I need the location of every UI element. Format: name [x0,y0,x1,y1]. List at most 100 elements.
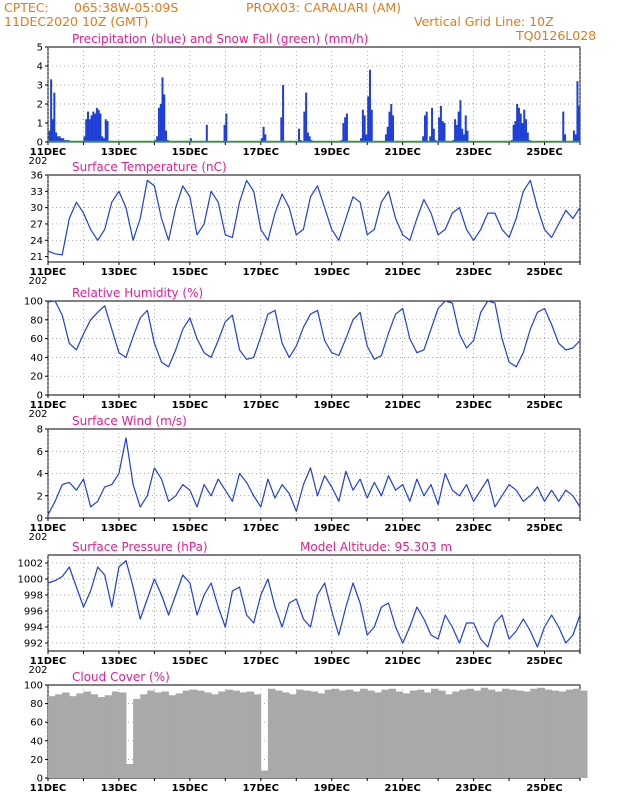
y-tick-label: 20 [30,372,43,383]
x-tick-label: 19DEC [314,267,350,278]
cloud-cover-bar [204,692,212,778]
y-tick-label: 8 [37,425,43,436]
x-tick-label: 21DEC [384,656,420,667]
cloud-cover-bar [473,690,482,778]
panel-annotation: Model Altitude: 95.303 m [300,540,452,554]
precip-bar [53,92,56,142]
y-tick-label: 0 [37,774,43,785]
cloud-cover-bar [445,694,453,778]
precip-bar [423,115,426,142]
x-tick-label: 17DEC [243,783,279,794]
cloud-cover-bar [480,687,489,778]
precip-bar [305,92,308,142]
precip-bar [361,109,364,142]
y-tick-label: 60 [30,718,43,729]
cloud-cover-bar [211,694,219,778]
y-tick-label: 2 [37,491,43,502]
x-tick-label: 23DEC [455,147,491,158]
precip-bar [55,132,58,142]
precip-bar [156,136,159,142]
precip-bar [97,109,100,142]
cloud-cover-bar [246,691,255,778]
x-tick-label: 17DEC [243,147,279,158]
precip-bar [514,121,517,142]
y-tick-label: 5 [37,43,43,54]
cloud-cover-bar [168,695,177,778]
precip-bar [62,138,65,142]
x-tick-label: 19DEC [314,783,350,794]
precip-bar [462,134,465,142]
x-tick-label: 21DEC [384,267,420,278]
precip-bar [578,105,581,142]
panel-frame [47,300,581,396]
precip-bar [56,136,59,142]
precip-bar [459,100,462,142]
cloud-cover-bar [161,691,169,778]
precip-bar [92,111,95,142]
precip-bar [572,130,575,142]
cloud-cover-bar [374,692,382,778]
x-tick-label: 21DEC [384,147,420,158]
x-tick-label: 13DEC [101,147,137,158]
x-tick-label: 25DEC [526,147,562,158]
precip-bar [282,85,285,142]
cloud-cover-bar [416,689,425,778]
y-tick-label: 1000 [18,575,43,586]
precip-bar [345,113,348,142]
precip-bar [104,119,107,142]
x-tick-label: 11DEC [30,400,66,411]
precip-bar [576,81,579,142]
precip-bar [264,134,267,142]
precip-bar [205,124,208,142]
x-tick-label: 25DEC [526,523,562,534]
x-tick-label: 23DEC [455,523,491,534]
y-tick-label: 36 [30,171,43,182]
precip-bar [101,136,104,142]
x-tick-label: 11DEC [30,783,66,794]
header-source: CPTEC: [4,0,49,15]
panel-4: 0 2 4 6 8 11DEC 13DEC 15DEC 17DEC 19DEC 21DEC 23DEC… [28,414,581,543]
cloud-cover-bar [126,764,134,778]
y-tick-label: 100 [24,681,43,692]
y-tick-label: 21 [30,252,43,263]
cloud-cover-bar [140,694,148,778]
panel-title: Surface Pressure (hPa) [72,540,208,554]
precip-bar [60,138,63,142]
y-tick-label: 3 [37,81,43,92]
series-line [47,437,581,515]
precip-bar [521,123,524,142]
y-tick-label: 0 [37,391,43,402]
x-tick-label: 13DEC [101,523,137,534]
cloud-cover-bar [523,691,531,778]
x-tick-label: 19DEC [314,147,350,158]
cloud-cover-bar [239,692,248,778]
precip-bar [306,132,309,142]
cloud-cover-bar [83,691,91,778]
precip-bar [526,132,529,142]
y-tick-label: 6 [37,447,43,458]
x-year-label: 202 [28,665,47,676]
cloud-cover-bar [516,690,524,778]
precip-bar [51,119,54,142]
precip-bar [363,115,366,142]
cloud-cover-bar [260,770,269,778]
x-tick-label: 25DEC [526,783,562,794]
precip-bar [223,124,226,142]
cloud-cover-bar [253,694,262,778]
x-tick-label: 15DEC [172,783,208,794]
y-tick-label: 0 [37,138,43,149]
cloud-cover-bar [55,694,63,778]
cloud-cover-bar [282,692,290,778]
y-tick-label: 1 [37,119,43,130]
precip-bar [517,107,520,142]
cloud-cover-bar [423,692,432,778]
cloud-cover-bar [76,693,84,778]
cloud-cover-bar [69,696,77,778]
precip-bar [519,113,522,142]
x-tick-label: 25DEC [526,656,562,667]
precip-bar [438,117,441,142]
cloud-cover-bar [196,690,205,778]
precip-bar [88,119,91,142]
x-year-label: 202 [28,532,47,543]
